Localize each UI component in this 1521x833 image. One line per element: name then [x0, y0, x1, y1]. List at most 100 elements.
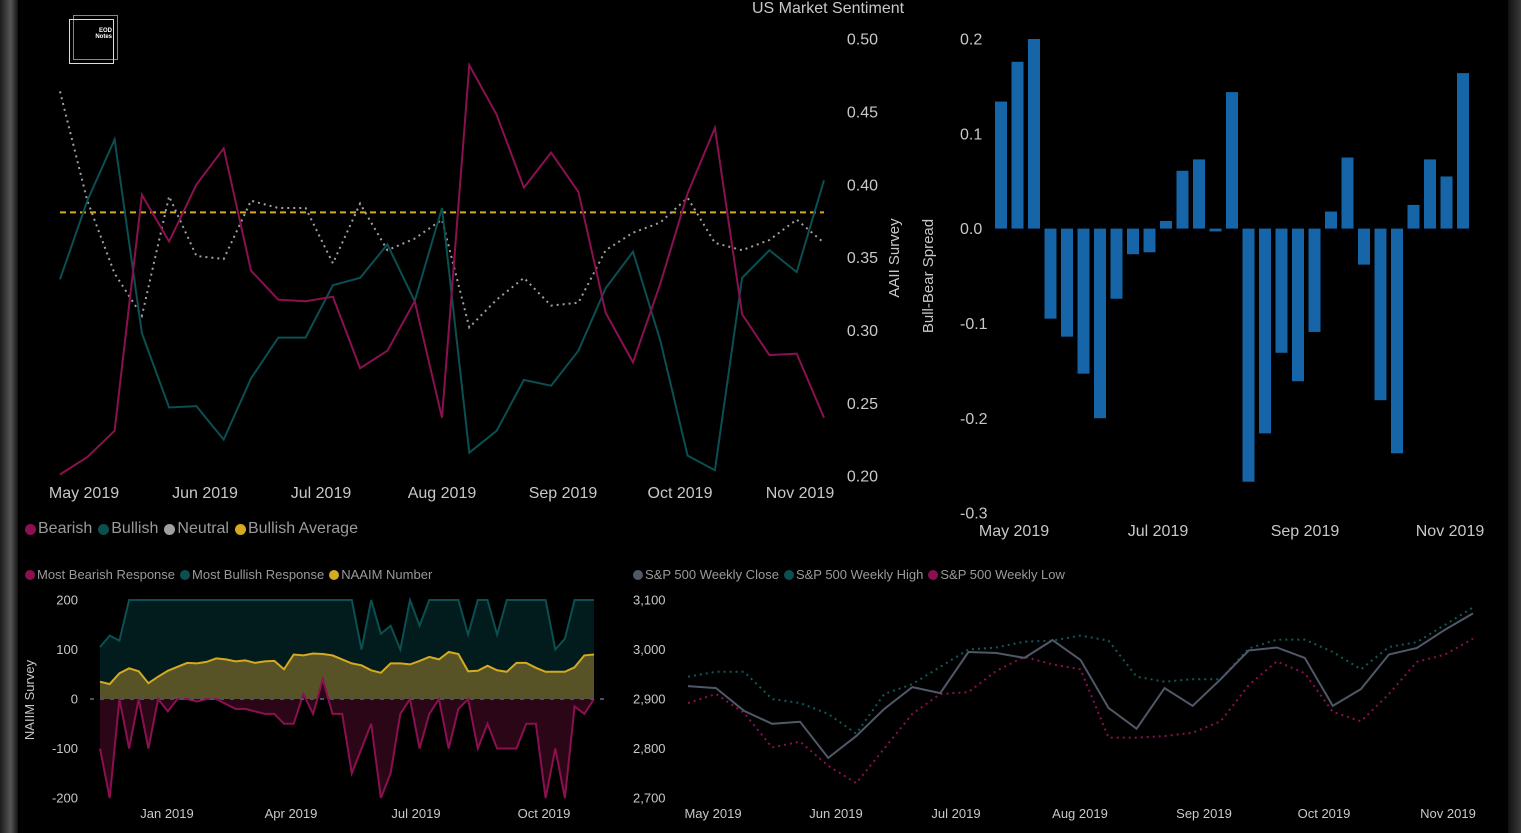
naaim-x-tick: Jan 2019	[140, 806, 194, 821]
spread-bar	[1110, 228, 1123, 299]
aaii-x-tick: Aug 2019	[408, 485, 477, 502]
neutral-dot-icon	[164, 523, 176, 535]
most-bullish-line	[99, 596, 594, 653]
legend-item-weekly-low[interactable]: S&P 500 Weekly Low	[928, 567, 1065, 582]
naaim-y-tick: 100	[56, 642, 78, 657]
legend-item-naaim-number[interactable]: NAAIM Number	[329, 567, 432, 582]
naaim-number-area	[100, 652, 594, 699]
naaim-x-tick: Apr 2019	[265, 806, 318, 821]
naaim-y-tick: -200	[52, 791, 78, 806]
weekly-close-line	[687, 612, 1474, 760]
spread-bar	[1407, 204, 1420, 229]
sp500-x-tick: Jun 2019	[809, 806, 863, 821]
sp500-x-tick: Oct 2019	[1298, 806, 1351, 821]
spread-bar	[1457, 73, 1469, 229]
aaii-x-tick: Jun 2019	[172, 485, 238, 502]
bearish-dot-icon	[25, 523, 36, 535]
sp500-x-tick: Aug 2019	[1052, 806, 1108, 821]
close-dot-icon	[633, 569, 643, 580]
naaim-number-line	[99, 650, 595, 686]
spread-bar	[1242, 228, 1255, 482]
weekly-low-line	[687, 637, 1474, 785]
spread-bar	[1061, 228, 1073, 337]
sp500-y-tick: 2,900	[633, 692, 666, 707]
spread-bar	[1077, 228, 1090, 374]
aaii-y-axis-title: AAII Survey	[886, 218, 903, 298]
spread-y-axis-title: Bull-Bear Spread	[920, 219, 937, 333]
spread-y-tick: 0.2	[960, 32, 982, 49]
legend-item-weekly-high[interactable]: S&P 500 Weekly High	[783, 567, 923, 582]
naaim-legend: Most Bearish Response Most Bullish Respo…	[25, 567, 432, 582]
aaii-legend: Bearish Bullish Neutral Bullish Average	[25, 520, 358, 538]
legend-item-bearish[interactable]: Bearish	[25, 520, 92, 538]
spread-bar	[1374, 228, 1387, 401]
window-left-edge	[0, 0, 18, 833]
aaii-y-tick: 0.30	[847, 323, 878, 340]
sp500-x-tick: May 2019	[684, 806, 741, 821]
legend-label: Most Bullish Response	[192, 567, 325, 582]
legend-item-neutral[interactable]: Neutral	[164, 520, 229, 538]
spread-bar	[1127, 228, 1139, 255]
legend-item-weekly-close[interactable]: S&P 500 Weekly Close	[633, 567, 779, 582]
legend-label: Most Bearish Response	[37, 567, 176, 582]
naaim-y-tick: 0	[71, 692, 78, 707]
spread-bar	[1391, 228, 1403, 454]
naaim-y-tick: -100	[52, 741, 78, 756]
logo-line2: Notes	[95, 34, 112, 40]
legend-item-most-bearish[interactable]: Most Bearish Response	[25, 567, 175, 582]
sp500-y-tick: 3,000	[633, 642, 666, 657]
sp500-y-tick: 2,700	[633, 791, 666, 806]
spread-bar	[1358, 228, 1370, 265]
sp500-x-tick: Jul 2019	[931, 806, 980, 821]
spread-bar	[1275, 228, 1288, 353]
naaim-x-tick: Oct 2019	[518, 806, 571, 821]
aaii-x-tick: Sep 2019	[529, 485, 598, 502]
spread-bar	[1044, 228, 1057, 319]
spread-bar	[1143, 228, 1156, 253]
bearish-line	[59, 61, 825, 476]
legend-label: Bearish	[38, 520, 93, 537]
naaim-dot-icon	[329, 569, 340, 580]
legend-item-bullish-average[interactable]: Bullish Average	[234, 520, 358, 538]
logo	[69, 19, 114, 64]
legend-label: Neutral	[177, 520, 229, 537]
spread-bar	[1440, 176, 1453, 229]
bullish-line	[59, 135, 825, 472]
aaii-y-tick: 0.25	[847, 396, 878, 413]
aaii-y-tick: 0.50	[847, 32, 878, 49]
spread-bar	[1160, 221, 1172, 229]
naaim-x-tick: Jul 2019	[391, 806, 440, 821]
spread-y-tick: 0.1	[960, 126, 982, 143]
spread-y-tick: -0.3	[960, 506, 988, 523]
aaii-y-tick: 0.35	[847, 250, 878, 267]
spread-bar	[1259, 228, 1271, 434]
average-dot-icon	[234, 523, 246, 535]
spread-bar	[1308, 228, 1321, 332]
sp500-y-tick: 3,100	[633, 593, 666, 608]
sp500-y-tick: 2,800	[633, 741, 666, 756]
spread-y-tick: 0.0	[960, 221, 982, 238]
spread-bar	[995, 101, 1007, 229]
spread-bar	[1325, 211, 1337, 229]
legend-item-bullish[interactable]: Bullish	[98, 520, 158, 538]
spread-bar	[1226, 92, 1238, 229]
spread-x-tick: Nov 2019	[1416, 523, 1485, 540]
naaim-y-tick: 200	[56, 593, 78, 608]
spread-bar	[1341, 157, 1354, 229]
logo-text: EOD Notes	[74, 28, 112, 40]
weekly-high-line	[687, 606, 1474, 735]
aaii-y-tick: 0.45	[847, 104, 878, 121]
spread-bar	[1193, 159, 1205, 229]
sp500-x-tick: Nov 2019	[1420, 806, 1476, 821]
low-dot-icon	[928, 569, 939, 580]
legend-label: Bullish	[111, 520, 159, 537]
bullish-dot-icon	[180, 569, 191, 580]
logo-line1: EOD	[98, 28, 112, 34]
spread-y-tick: -0.1	[960, 316, 988, 333]
spread-bar	[1011, 61, 1024, 229]
spread-bar	[1094, 228, 1106, 419]
legend-item-most-bullish[interactable]: Most Bullish Response	[180, 567, 324, 582]
aaii-x-tick: Oct 2019	[648, 485, 713, 502]
legend-label: S&P 500 Weekly Low	[940, 567, 1065, 582]
